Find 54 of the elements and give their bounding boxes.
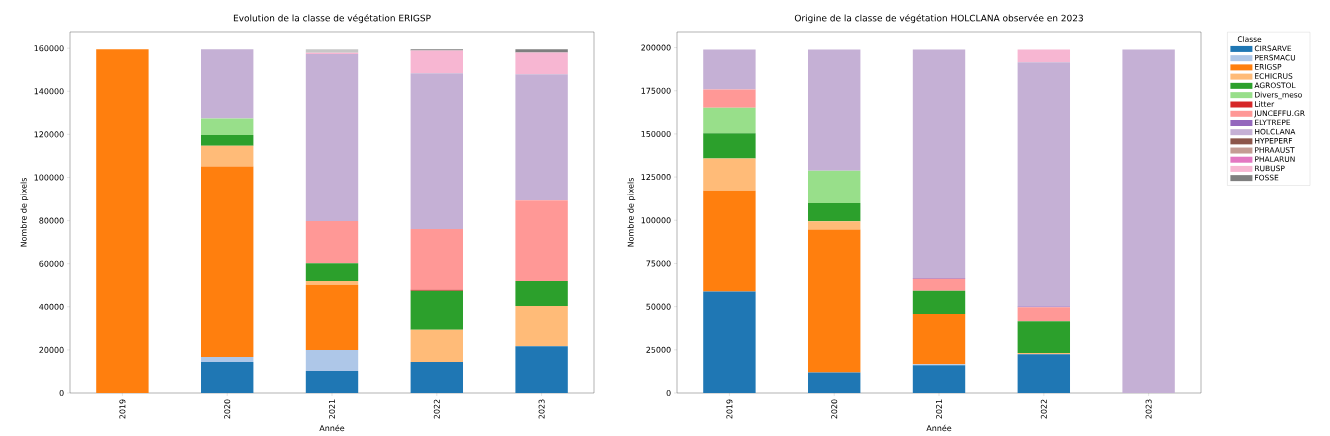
bar [808, 203, 861, 222]
bar [1017, 49, 1071, 63]
bar [201, 118, 254, 136]
bar [703, 89, 756, 108]
bar [201, 357, 254, 362]
bar [305, 371, 359, 393]
bar [808, 49, 861, 171]
bar [410, 228, 463, 290]
bar [305, 349, 359, 372]
bar [96, 49, 149, 393]
bar [305, 53, 359, 222]
bar [703, 291, 756, 393]
bar [201, 145, 254, 167]
bar [410, 361, 463, 393]
bar [201, 135, 254, 146]
bar [201, 166, 254, 358]
bar [410, 50, 463, 74]
bar [808, 229, 861, 373]
bar [515, 49, 568, 53]
bar [703, 190, 756, 292]
bar [808, 221, 861, 230]
bar [912, 365, 966, 393]
bar [305, 284, 359, 350]
bar [912, 290, 966, 315]
chart-title: Origine de la classe de végétation HOLCLANA observée en 2023 [794, 14, 1083, 24]
bar [410, 290, 463, 330]
bar [1122, 49, 1175, 393]
bar [515, 346, 568, 393]
bar [912, 314, 966, 365]
bar [201, 361, 254, 393]
bar [703, 158, 756, 191]
bar [703, 49, 756, 90]
bar [515, 280, 568, 306]
bar [703, 133, 756, 159]
chart-title: Evolution de la classe de végétation ERIGSP [233, 14, 431, 24]
bar [305, 221, 359, 264]
bar [515, 200, 568, 281]
bar [410, 329, 463, 362]
bar [912, 49, 966, 278]
bar [305, 280, 359, 285]
bar [515, 74, 568, 201]
bar [515, 305, 568, 347]
bar [305, 263, 359, 281]
bar [912, 278, 966, 291]
bar [1017, 307, 1071, 322]
bar [515, 52, 568, 75]
bar [201, 49, 254, 119]
bar [808, 372, 861, 393]
bar [1017, 62, 1071, 307]
bar [703, 107, 756, 134]
bar [410, 73, 463, 229]
bar [808, 170, 861, 203]
bar [1017, 321, 1071, 353]
bar [1017, 354, 1071, 393]
